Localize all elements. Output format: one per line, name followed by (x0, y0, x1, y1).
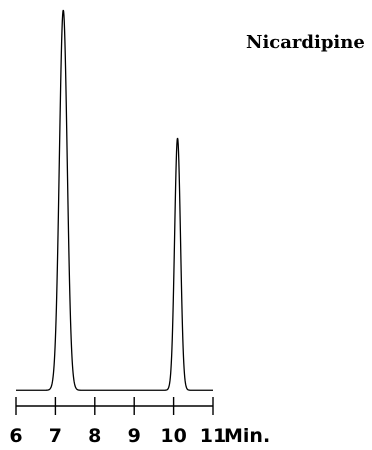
x-tick-label-9: 9 (128, 425, 141, 447)
x-tick-label-10: 10 (160, 425, 186, 447)
x-axis-label: Min. (224, 425, 270, 447)
x-tick-label-6: 6 (9, 425, 22, 447)
chromatogram-trace (16, 9, 213, 391)
chart-title: Nicardipine (246, 32, 365, 53)
x-tick-label-11: 11 (200, 425, 226, 447)
x-tick-label-8: 8 (88, 425, 101, 447)
x-axis-tick-labels: 6 7 8 9 10 11 (9, 425, 226, 447)
x-axis-ticks (15, 397, 214, 415)
x-tick-label-7: 7 (49, 425, 62, 447)
